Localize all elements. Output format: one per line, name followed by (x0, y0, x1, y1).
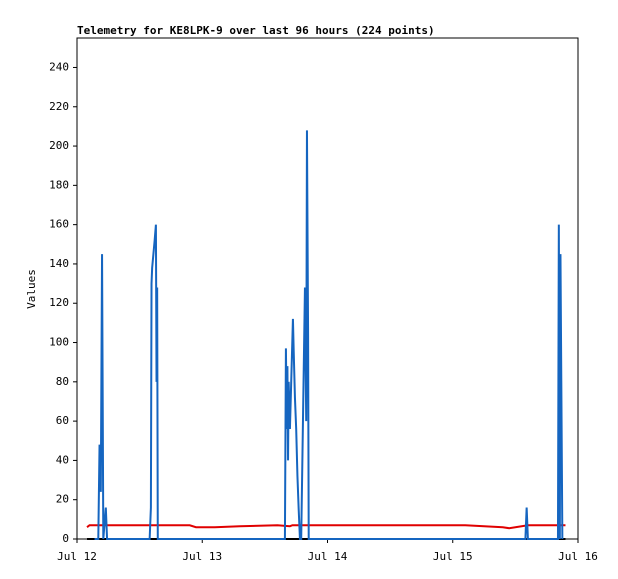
y-axis-label: Values (25, 269, 38, 309)
y-tick-label: 220 (49, 100, 69, 113)
y-tick-label: 200 (49, 139, 69, 152)
y-tick-label: 120 (49, 296, 69, 309)
y-tick-label: 160 (49, 218, 69, 231)
y-tick-label: 60 (56, 414, 69, 427)
x-tick-label: Jul 13 (182, 550, 222, 563)
y-tick-label: 0 (62, 532, 69, 545)
x-tick-label: Jul 14 (308, 550, 348, 563)
chart-title: Telemetry for KE8LPK-9 over last 96 hour… (77, 24, 435, 37)
x-tick-label: Jul 16 (558, 550, 598, 563)
y-tick-label: 100 (49, 336, 69, 349)
x-tick-label: Jul 15 (433, 550, 473, 563)
series-line (94, 130, 564, 540)
y-tick-label: 20 (56, 493, 69, 506)
x-tick-label: Jul 12 (57, 550, 97, 563)
y-tick-label: 40 (56, 453, 69, 466)
y-tick-label: 140 (49, 257, 69, 270)
y-tick-label: 80 (56, 375, 69, 388)
y-tick-label: 240 (49, 60, 69, 73)
y-tick-label: 180 (49, 178, 69, 191)
series-line (86, 524, 566, 530)
